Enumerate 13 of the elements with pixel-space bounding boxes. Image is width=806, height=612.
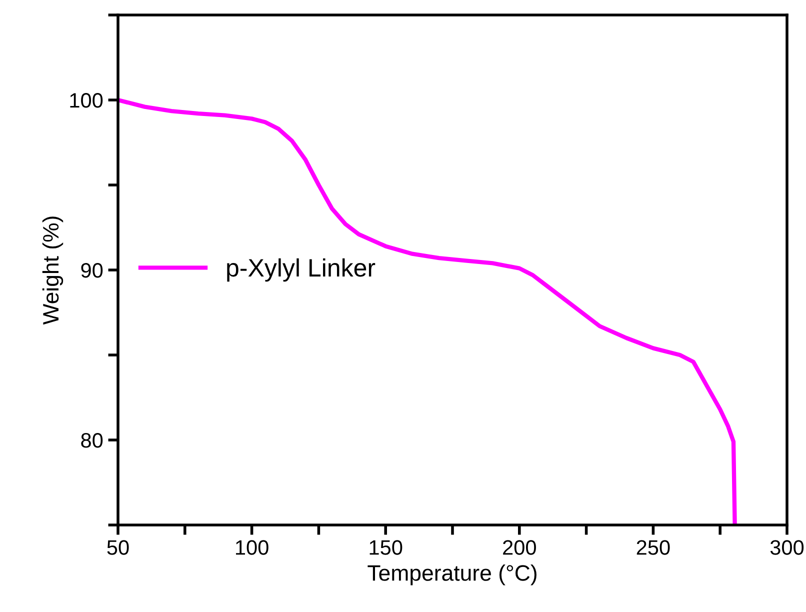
y-tick-label: 90 (81, 263, 103, 278)
line-series (118, 98, 737, 525)
x-tick-label: 50 (107, 540, 129, 555)
x-tick-label: 250 (636, 540, 670, 555)
legend-label: p-Xylyl Linker (227, 258, 376, 282)
x-tick-label: 200 (503, 540, 536, 555)
y-tick-label: 80 (81, 433, 103, 448)
x-axis-title: Temperature (°C) (368, 564, 536, 586)
x-tick-label: 300 (770, 540, 804, 555)
y-axis-title: Weight (%) (42, 216, 64, 325)
y-tick-label: 100 (70, 93, 103, 108)
x-tick-label: 100 (236, 540, 268, 555)
x-tick-label: 150 (370, 540, 402, 555)
